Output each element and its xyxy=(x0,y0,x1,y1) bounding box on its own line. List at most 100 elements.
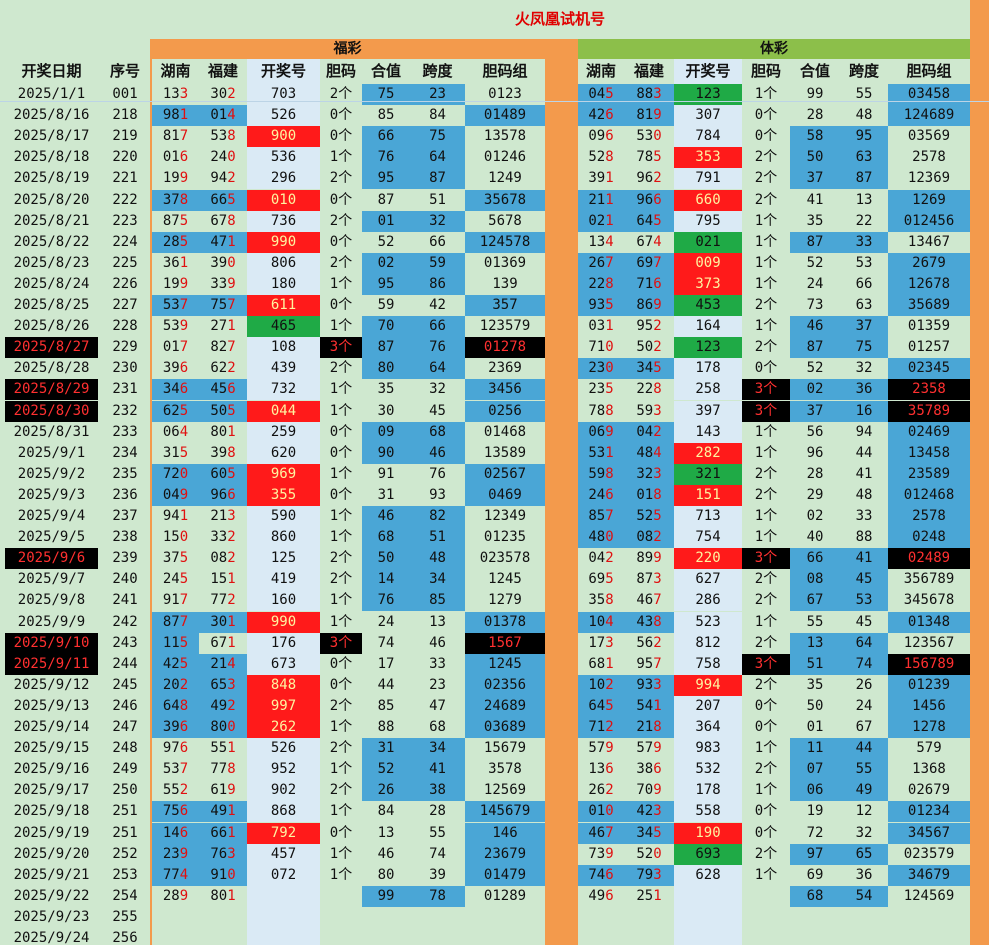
f-hn-cell: 981 xyxy=(152,105,199,127)
f-hz-cell: 44 xyxy=(377,676,395,693)
t-dmz-cell: 35789 xyxy=(888,400,970,422)
f-fj-cell: 271 xyxy=(210,318,236,335)
t-kd-cell: 67 xyxy=(855,719,873,735)
t-dmz-cell: 13467 xyxy=(907,233,951,250)
f-hn-cell: 917 xyxy=(162,592,189,609)
f-hn-cell: 877 xyxy=(152,611,199,633)
seq-cell: 227 xyxy=(112,297,138,313)
f-dm-cell: 0个 xyxy=(329,297,353,313)
left-orange-strip xyxy=(150,59,152,945)
f-hz-cell: 24 xyxy=(377,613,395,630)
f-hn-cell: 199 xyxy=(162,170,189,187)
t-hn-cell: 173 xyxy=(588,634,614,651)
f-kj-cell: 868 xyxy=(247,801,320,823)
header-f-kd: 跨度 xyxy=(422,62,453,80)
t-kd-cell: 55 xyxy=(855,86,873,102)
seq-cell: 225 xyxy=(112,254,138,271)
seq-cell: 251 xyxy=(112,803,138,820)
seq-cell: 236 xyxy=(112,486,138,503)
f-dmz-cell: 1567 xyxy=(465,632,545,654)
t-fj-cell: 966 xyxy=(624,189,674,211)
t-hn-cell: 598 xyxy=(578,463,624,485)
f-kj-cell xyxy=(247,906,320,928)
f-hn-cell: 976 xyxy=(162,740,189,757)
t-dmz-cell: 023579 xyxy=(903,845,955,862)
group-header-ticai: 体彩 xyxy=(578,39,970,59)
t-hz-cell: 68 xyxy=(790,885,840,907)
f-kd-cell: 59 xyxy=(410,252,465,274)
t-kd-cell: 87 xyxy=(840,168,888,190)
f-hz-cell: 17 xyxy=(377,655,395,672)
t-hz-cell: 51 xyxy=(790,653,840,675)
f-dmz-cell: 1245 xyxy=(465,653,545,675)
t-kd-cell: 24 xyxy=(855,697,873,714)
t-hz-cell: 28 xyxy=(806,465,824,482)
f-dm-cell xyxy=(320,886,362,907)
t-dm-cell: 0个 xyxy=(754,697,778,714)
seq-cell: 231 xyxy=(112,381,138,398)
t-dmz-cell: 156789 xyxy=(888,653,970,675)
t-dm-cell: 1个 xyxy=(754,86,778,102)
t-dm-cell: 1个 xyxy=(754,866,778,883)
date-cell: 2025/9/15 xyxy=(13,740,90,757)
f-fj-cell: 605 xyxy=(199,463,247,485)
t-kj-cell xyxy=(674,885,742,907)
table-row: 2025/8/30 232 625 505 044 1个 30 45 0256 788 593 397… xyxy=(0,400,975,422)
t-kd-cell: 32 xyxy=(855,360,873,377)
t-kj-cell: 627 xyxy=(674,569,742,591)
f-fj-cell: 151 xyxy=(210,571,236,588)
f-kj-cell: 419 xyxy=(247,569,320,591)
t-dm-cell: 2个 xyxy=(754,170,778,187)
f-kd-cell: 68 xyxy=(410,421,465,443)
t-kd-cell: 75 xyxy=(840,337,888,359)
seq-cell: 001 xyxy=(112,86,138,102)
f-hn-cell: 720 xyxy=(152,463,199,485)
t-fj-cell: 228 xyxy=(636,381,662,398)
date-cell: 2025/9/3 xyxy=(17,486,86,503)
f-kd-cell: 87 xyxy=(410,168,465,190)
t-kd-cell: 95 xyxy=(840,126,888,148)
t-fj-cell: 251 xyxy=(636,887,662,904)
f-dmz-cell: 02356 xyxy=(465,674,545,696)
f-dmz-cell: 01369 xyxy=(483,254,527,271)
f-dmz-cell: 01278 xyxy=(465,337,545,359)
f-hz-cell: 26 xyxy=(362,780,410,802)
t-kj-cell: 151 xyxy=(674,484,742,506)
t-kd-cell xyxy=(840,928,888,945)
f-kd-cell: 64 xyxy=(410,358,465,380)
date-cell: 2025/9/9 xyxy=(17,613,86,630)
f-hz-cell: 99 xyxy=(362,885,410,907)
f-kj-cell: 900 xyxy=(247,126,320,148)
t-fj-cell: 697 xyxy=(624,252,674,274)
f-hz-cell: 76 xyxy=(362,147,410,169)
seq-cell: 235 xyxy=(112,465,138,482)
t-fj-cell: 873 xyxy=(636,571,662,588)
f-kj-cell: 125 xyxy=(247,548,320,570)
f-kj-cell: 997 xyxy=(247,695,320,717)
seq-cell: 256 xyxy=(112,930,138,945)
t-hz-cell: 37 xyxy=(790,168,840,190)
t-dmz-cell xyxy=(888,907,970,928)
table-row: 2025/9/1 234 315 398 620 0个 90 46 13589 531 484 282… xyxy=(0,442,975,464)
t-dmz-cell: 01348 xyxy=(888,611,970,633)
t-dm-cell: 2个 xyxy=(754,297,778,313)
t-hz-cell: 35 xyxy=(806,676,824,693)
t-hz-cell: 69 xyxy=(806,866,824,883)
date-cell: 2025/8/18 xyxy=(13,149,90,166)
date-cell: 2025/8/24 xyxy=(13,275,90,292)
f-kd-cell: 74 xyxy=(429,845,446,862)
table-row: 2025/8/16 218 981 014 526 0个 85 84 01489 426 819 30… xyxy=(0,105,975,127)
t-dmz-cell: 35689 xyxy=(888,295,970,317)
t-kd-cell: 49 xyxy=(840,780,888,802)
t-fj-cell: 218 xyxy=(624,717,674,739)
fucai-ticai-separator xyxy=(545,59,578,945)
f-hz-cell: 85 xyxy=(377,697,395,714)
t-hn-cell: 710 xyxy=(588,339,614,356)
seq-cell: 255 xyxy=(112,908,138,925)
date-cell: 2025/8/25 xyxy=(13,297,90,313)
t-kj-cell: 364 xyxy=(674,717,742,739)
f-dmz-cell: 12349 xyxy=(483,508,527,524)
t-dm-cell: 1个 xyxy=(754,782,778,799)
t-hn-cell: 480 xyxy=(578,527,624,549)
